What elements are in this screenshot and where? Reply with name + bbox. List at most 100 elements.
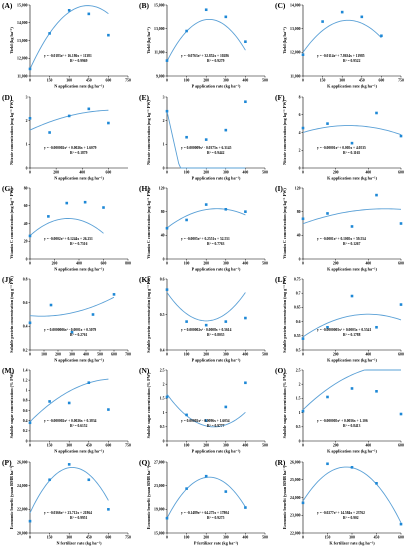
y-tick-label: 0.2 (23, 348, 28, 352)
x-tick-label: 300 (69, 353, 75, 357)
x-tick-label: 400 (243, 536, 249, 540)
data-point (49, 303, 53, 307)
panel-letter: (H) (139, 184, 150, 193)
y-axis-label: Economic benefit (yuan RMB ha⁻¹) (9, 465, 14, 529)
fit-r-squared: R² = 0.902 (343, 516, 359, 520)
x-tick-label: 100 (184, 353, 190, 357)
x-tick-label: 200 (333, 353, 339, 357)
y-tick-label: 26,000 (17, 460, 28, 464)
y-axis-label: Nitrate concentration (mg kg⁻¹ FW) (9, 100, 14, 165)
x-tick-label: 600 (106, 79, 112, 83)
data-point (375, 111, 378, 115)
y-tick-label: 23,000 (154, 484, 165, 488)
data-point (165, 395, 169, 399)
y-tick-label: 0.6 (160, 277, 165, 281)
panel-letter: (O) (275, 366, 286, 375)
data-point (204, 474, 208, 478)
data-point (301, 53, 305, 56)
x-tick-label: 400 (365, 262, 371, 266)
x-tick-label: 600 (398, 262, 404, 266)
x-tick-label: 500 (262, 262, 268, 266)
y-tick-label: 120 (159, 186, 165, 190)
x-tick-label: 750 (398, 79, 404, 83)
x-tick-label: 0 (166, 262, 168, 266)
x-tick-label: 200 (55, 353, 61, 357)
x-axis-label: P application rate (kg ha⁻¹) (192, 267, 241, 272)
panel-letter: (C) (275, 1, 286, 10)
y-axis-label: Soluble sugar concentration (% FW) (9, 372, 14, 438)
y-tick-label: 1 (163, 411, 165, 415)
y-tick-label: 80 (24, 186, 28, 190)
x-tick-label: 450 (86, 536, 92, 540)
data-point (204, 203, 208, 206)
fit-curve (166, 111, 246, 169)
x-axis-label: N application rate (kg ha⁻¹) (54, 449, 104, 454)
data-point (301, 126, 305, 130)
x-tick-label: 200 (333, 444, 339, 448)
panel-letter: (R) (275, 458, 286, 467)
y-tick-label: 2.5 (296, 368, 301, 372)
data-point (244, 100, 247, 104)
x-tick-label: 600 (398, 353, 404, 357)
data-point (87, 107, 91, 111)
x-axis-label: P application rate (kg ha⁻¹) (192, 449, 241, 454)
y-axis-label: Vitamin C concentration (mg kg⁻¹ FW) (146, 188, 151, 259)
y-tick-label: 0.6 (23, 301, 28, 305)
y-tick-label: 25,000 (290, 478, 301, 482)
fit-r-squared: R² = 0.1267 (343, 242, 361, 246)
fit-curve (29, 378, 109, 423)
panel-letter: (J) (2, 275, 11, 284)
fit-curve (302, 313, 402, 338)
fit-r-squared: R² = 0.9777 (207, 424, 225, 428)
fit-r-squared: R² = 0.1879 (70, 151, 88, 155)
data-point (375, 482, 378, 485)
data-point (375, 193, 378, 197)
x-tick-label: 0 (302, 79, 304, 83)
x-tick-label: 0 (29, 536, 31, 540)
chart-panel: (H) 0 40 80 120 0 100 200 300 400 500 P application… (139, 184, 268, 272)
x-axis-label: N application rate (kg ha⁻¹) (54, 267, 104, 272)
y-axis-label: Nitrate concentration (mg kg⁻¹ FW) (282, 100, 287, 165)
y-axis-label: Soluble protein concentration (mg g⁻¹ FW… (282, 276, 287, 353)
x-tick-label: 200 (52, 262, 58, 266)
y-tick-label: 15,000 (154, 3, 165, 7)
fit-equation: y = 0.00002x² - 0.0096x + 1.6054 (181, 419, 230, 423)
data-point (399, 522, 403, 526)
y-axis-label: Soluble sugar concentration (% FW) (282, 372, 287, 438)
y-tick-label: 0 (26, 257, 28, 261)
x-tick-label: 100 (184, 536, 190, 540)
panel-letter: (Q) (139, 458, 150, 467)
y-tick-label: 0 (163, 257, 165, 261)
y-tick-label: 0.5 (296, 348, 301, 352)
y-tick-label: 1.5 (160, 397, 165, 401)
data-point (380, 34, 383, 38)
data-point (224, 208, 228, 211)
panel-letter: (G) (2, 184, 13, 193)
x-axis-label: N application rate (kg ha⁻¹) (54, 358, 104, 363)
fit-r-squared: R² = 0.7763 (207, 242, 225, 246)
x-tick-label: 0 (166, 444, 168, 448)
y-tick-label: 0.75 (294, 277, 301, 281)
data-point (47, 215, 50, 218)
data-point (83, 200, 87, 204)
x-axis-label: P application rate (kg ha⁻¹) (192, 176, 241, 181)
panel-letter: (K) (139, 275, 150, 284)
y-tick-label: 8 (299, 95, 301, 99)
x-tick-label: 500 (262, 444, 268, 448)
y-tick-label: 2.5 (160, 368, 165, 372)
fit-curve (302, 369, 401, 411)
y-tick-label: 15,000 (17, 3, 28, 7)
x-tick-label: 0 (166, 353, 168, 357)
fit-r-squared: R² = 0.9951 (70, 516, 88, 520)
data-point (326, 212, 329, 215)
y-axis-label: Nitrate concentration (mg kg⁻¹ FW) (146, 100, 151, 165)
data-point (28, 321, 32, 325)
y-tick-label: 3 (163, 95, 165, 99)
fit-equation: y = -0.000002x² + 0.0026x + 0.3834 (44, 419, 97, 423)
y-tick-label: 0.4 (160, 348, 165, 352)
x-tick-label: 400 (76, 262, 82, 266)
data-point (185, 218, 188, 222)
fit-r-squared: R² = 0.9275 (207, 516, 225, 520)
